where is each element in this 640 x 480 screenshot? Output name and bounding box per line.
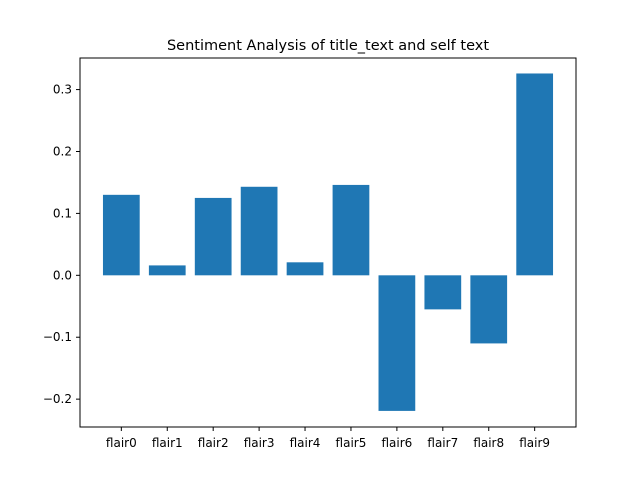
bar-flair4 — [286, 262, 324, 276]
y-tick-label: 0.1 — [53, 206, 72, 220]
x-tick-label: flair8 — [473, 436, 504, 450]
x-tick-label: flair7 — [427, 436, 458, 450]
bar-flair6 — [378, 275, 416, 411]
y-axis: −0.2 −0.1 0.0 0.1 0.2 0.3 — [43, 83, 80, 406]
y-tick-label: −0.2 — [43, 392, 72, 406]
chart-title: Sentiment Analysis of title_text and sel… — [167, 38, 489, 54]
y-tick-label: 0.0 — [53, 268, 72, 282]
x-tick-label: flair9 — [519, 436, 550, 450]
plot-frame — [79, 57, 577, 428]
y-tick-label: −0.1 — [43, 330, 72, 344]
bar-flair9 — [516, 73, 554, 276]
x-axis: flair0 flair1 flair2 flair3 flair4 flair5 flai… — [106, 427, 550, 450]
x-tick-label: flair4 — [290, 436, 321, 450]
x-tick-label: flair1 — [152, 436, 183, 450]
x-tick-label: flair5 — [336, 436, 367, 450]
x-tick-label: flair6 — [381, 436, 412, 450]
bar-flair0 — [102, 194, 140, 276]
bar-flair3 — [240, 186, 278, 276]
y-tick-label: 0.3 — [53, 83, 72, 97]
bars-group — [102, 73, 554, 411]
bar-flair8 — [470, 275, 508, 344]
y-tick-label: 0.2 — [53, 144, 72, 158]
bar-flair2 — [194, 197, 232, 276]
bar-flair1 — [148, 265, 186, 276]
x-tick-label: flair0 — [106, 436, 137, 450]
bar-flair5 — [332, 184, 370, 276]
x-tick-label: flair2 — [198, 436, 229, 450]
x-tick-label: flair3 — [244, 436, 275, 450]
bar-flair7 — [424, 275, 462, 310]
